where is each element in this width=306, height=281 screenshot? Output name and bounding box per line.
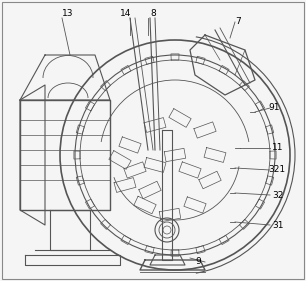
Text: 8: 8: [150, 10, 156, 19]
Text: 321: 321: [268, 166, 285, 175]
Text: 13: 13: [62, 10, 73, 19]
Text: 32: 32: [272, 191, 283, 200]
Text: 7: 7: [235, 17, 241, 26]
Text: 31: 31: [272, 221, 283, 230]
Text: 11: 11: [272, 144, 283, 153]
Text: 91: 91: [268, 103, 279, 112]
Text: 9: 9: [195, 257, 201, 266]
Text: 14: 14: [120, 10, 131, 19]
